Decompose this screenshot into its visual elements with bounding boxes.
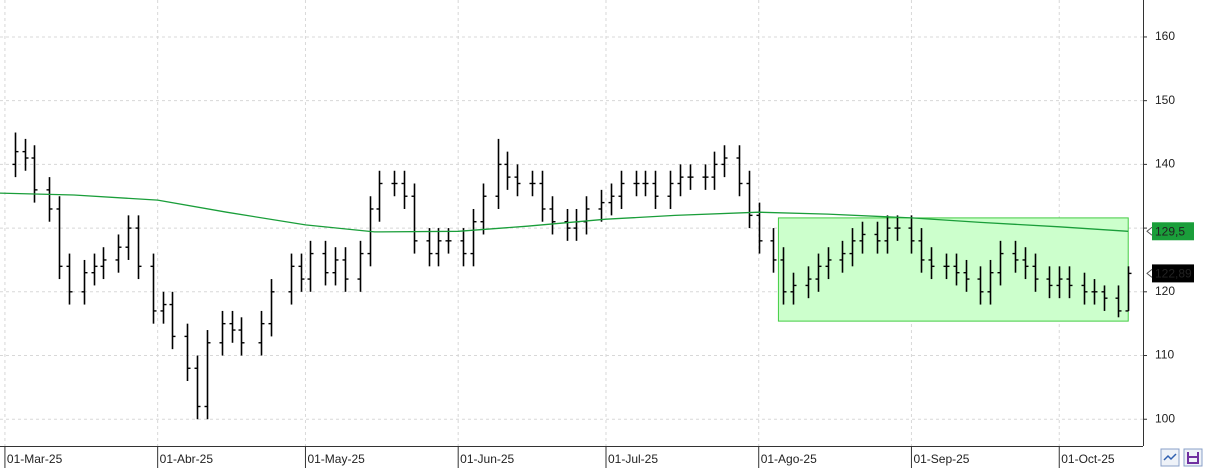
- x-tick-label: 01-Mar-25: [7, 452, 63, 466]
- y-tick-label: 150: [1155, 93, 1175, 107]
- x-tick-label: 01-Jun-25: [460, 452, 514, 466]
- x-tick-label: 01-Oct-25: [1061, 452, 1115, 466]
- value-badge: [1152, 222, 1194, 241]
- badge-pointer: [1146, 226, 1153, 236]
- value-badge-label: 122,89: [1155, 267, 1192, 281]
- moving-average: [0, 192, 1129, 233]
- x-tick-label: 01-Jul-25: [608, 452, 658, 466]
- x-tick-label: 01-Abr-25: [160, 452, 214, 466]
- y-tick-label: 140: [1155, 157, 1175, 171]
- y-tick-label: 120: [1155, 284, 1175, 298]
- x-tick-label: 01-Sep-25: [913, 452, 969, 466]
- value-badge: [1152, 264, 1194, 283]
- value-badge-label: 129,5: [1155, 224, 1185, 238]
- y-tick-label: 100: [1155, 411, 1175, 425]
- badge-pointer: [1146, 269, 1153, 278]
- save-icon: [1187, 452, 1199, 464]
- y-tick-label: 160: [1155, 29, 1175, 43]
- zoom-icon: [1163, 453, 1177, 461]
- range-box: [777, 217, 1129, 322]
- x-tick-label: 01-May-25: [307, 452, 365, 466]
- y-tick-label: 110: [1155, 348, 1174, 362]
- x-tick-label: 01-Ago-25: [761, 452, 817, 466]
- plot-area: [0, 0, 1143, 446]
